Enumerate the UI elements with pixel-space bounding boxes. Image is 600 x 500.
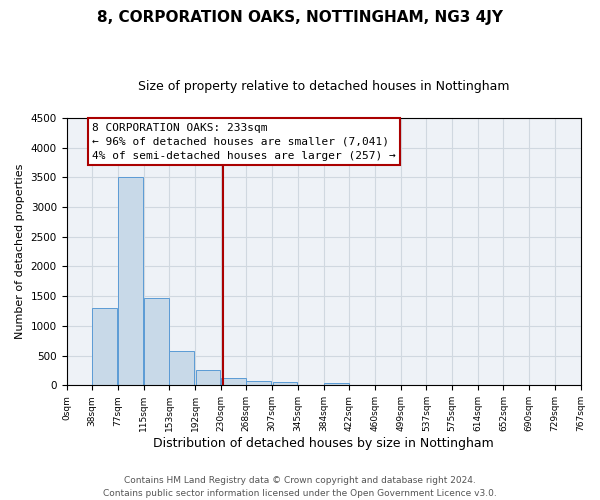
Bar (118, 177, 143, 386)
Bar (272, 382, 298, 386)
Text: 8, CORPORATION OAKS, NOTTINGHAM, NG3 4JY: 8, CORPORATION OAKS, NOTTINGHAM, NG3 4JY (97, 10, 503, 25)
Title: Size of property relative to detached houses in Nottingham: Size of property relative to detached ho… (138, 80, 509, 93)
Bar (196, 370, 220, 386)
Bar (169, 351, 194, 386)
Text: Contains HM Land Registry data © Crown copyright and database right 2024.
Contai: Contains HM Land Registry data © Crown c… (103, 476, 497, 498)
Text: 8 CORPORATION OAKS: 233sqm
← 96% of detached houses are smaller (7,041)
4% of se: 8 CORPORATION OAKS: 233sqm ← 96% of deta… (92, 122, 396, 160)
Y-axis label: Number of detached properties: Number of detached properties (15, 164, 25, 339)
Bar (92, 308, 117, 386)
Bar (144, 298, 169, 386)
X-axis label: Distribution of detached houses by size in Nottingham: Distribution of detached houses by size … (153, 437, 494, 450)
Bar (247, 380, 271, 386)
Bar (324, 383, 349, 386)
Bar (221, 378, 246, 386)
